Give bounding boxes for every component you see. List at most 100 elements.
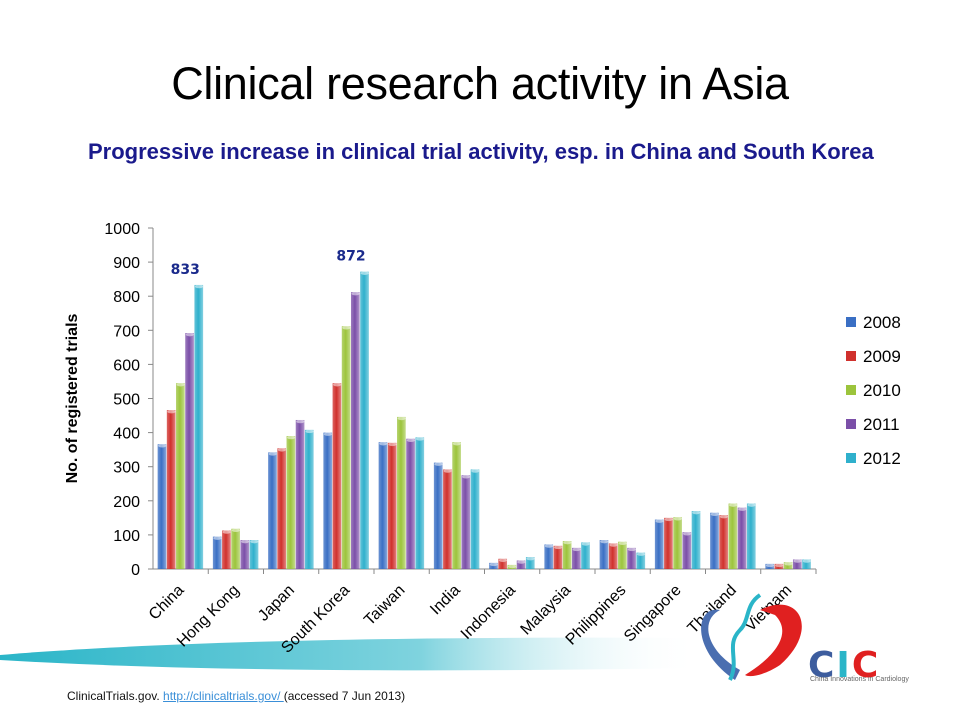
bar — [452, 442, 461, 569]
logo-letter: C — [851, 645, 881, 686]
bar — [498, 558, 508, 569]
bar-cap — [581, 542, 590, 546]
bar-cap — [296, 419, 305, 424]
slide-subtitle: Progressive increase in clinical trial a… — [88, 139, 874, 164]
heart-logo-icon — [701, 593, 802, 681]
x-tick-label: Malaysia — [518, 582, 575, 639]
bar-cap — [323, 432, 333, 436]
bar — [461, 475, 471, 569]
bar — [415, 437, 425, 569]
y-axis-label: No. of registered trials — [64, 313, 81, 483]
bar-cap — [636, 552, 646, 556]
bar-cap — [784, 561, 793, 566]
bar-cap — [655, 519, 664, 523]
bar-cap — [682, 531, 692, 536]
bar-cap — [747, 503, 756, 507]
legend-label: 2010 — [863, 381, 901, 400]
bar — [268, 452, 277, 569]
bar-cap — [793, 559, 802, 563]
bar — [673, 517, 682, 569]
bar-cap — [517, 560, 526, 564]
y-tick-label: 400 — [113, 426, 140, 443]
bar-cap — [775, 563, 784, 568]
bar — [387, 442, 397, 569]
x-tick-label: Japan — [255, 582, 298, 625]
bar — [443, 469, 452, 569]
y-tick-label: 700 — [113, 323, 140, 340]
source-footer: ClinicalTrials.gov. http://clinicaltrial… — [67, 689, 405, 703]
bar — [618, 541, 627, 569]
bar-cap — [508, 564, 517, 569]
bar-cap — [664, 517, 673, 522]
bar-cap — [765, 563, 775, 568]
bar-cap — [277, 447, 287, 452]
legend-swatch — [846, 317, 856, 327]
bar-cap — [738, 507, 747, 511]
bar-cap — [563, 540, 572, 545]
bar-cap — [710, 512, 719, 517]
bar — [222, 530, 231, 569]
y-tick-label: 500 — [113, 392, 140, 409]
bar-cap — [222, 530, 231, 534]
bar-cap — [618, 541, 627, 546]
bar — [627, 547, 636, 569]
bar — [737, 507, 747, 569]
bar-cap — [213, 536, 222, 540]
source-text: ClinicalTrials.gov. — [67, 689, 164, 703]
bar — [360, 271, 369, 569]
bar-cap — [287, 435, 296, 440]
bar — [157, 444, 167, 569]
y-tick-label: 200 — [113, 494, 140, 511]
x-tick-label: Taiwan — [361, 582, 408, 629]
bar-cap — [498, 558, 508, 563]
bar-cap — [185, 332, 194, 337]
bar — [562, 541, 572, 569]
bar-cap — [305, 429, 314, 434]
x-tick-label: India — [427, 582, 464, 619]
bar — [571, 547, 581, 569]
y-tick-label: 1000 — [104, 221, 140, 238]
x-tick-label: China — [146, 582, 188, 624]
bar — [728, 503, 738, 569]
bar-cap — [489, 562, 498, 567]
legend-label: 2008 — [863, 313, 901, 332]
logo-tagline: China Innovations in Cardiology — [810, 676, 909, 683]
x-tick-label: Philippines — [563, 582, 630, 649]
legend-swatch — [846, 453, 856, 463]
y-tick-label: 900 — [113, 255, 140, 272]
bar — [516, 560, 526, 569]
bar-cap — [692, 510, 701, 515]
source-link[interactable]: http://clinicaltrials.gov/ — [163, 689, 284, 703]
bar-cap — [802, 559, 811, 563]
y-tick-label: 600 — [113, 357, 140, 374]
y-tick-label: 800 — [113, 289, 140, 306]
bar-cap — [526, 556, 535, 561]
y-tick-label: 0 — [131, 562, 140, 579]
bar — [792, 559, 802, 569]
legend-swatch — [846, 419, 856, 429]
bar — [636, 552, 646, 569]
bar-cap — [158, 443, 167, 448]
bar-cap — [415, 437, 425, 441]
bar-cap — [351, 291, 360, 296]
bar — [185, 333, 194, 569]
bar — [212, 536, 222, 569]
bar-cap — [250, 539, 259, 544]
bar — [240, 540, 250, 569]
bar — [746, 503, 756, 569]
bar — [691, 511, 701, 569]
bar-cap — [388, 442, 397, 447]
bar — [608, 543, 618, 569]
bar-cap — [176, 382, 185, 387]
bar-cap — [434, 462, 443, 466]
bar-cap — [342, 325, 351, 330]
bar-cap — [471, 469, 480, 473]
data-label: 833 — [171, 262, 200, 278]
bar — [682, 532, 692, 569]
bar — [433, 462, 443, 569]
bar-cap — [360, 271, 369, 275]
bar — [378, 442, 388, 569]
accessed-text: (accessed 7 Jun 2013) — [283, 689, 406, 703]
bar — [654, 519, 664, 569]
